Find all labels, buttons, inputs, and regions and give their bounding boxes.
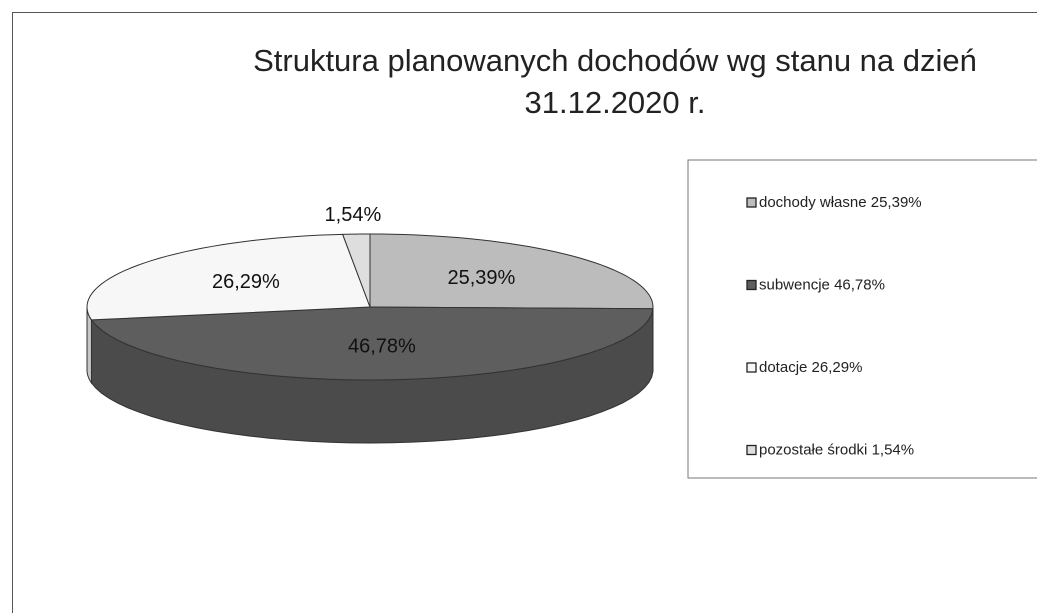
legend-swatch (747, 281, 756, 290)
data-label: 1,54% (325, 204, 382, 226)
legend-swatch (747, 363, 756, 372)
legend-name: pozostałe środki (759, 441, 867, 458)
data-label: 26,29% (212, 271, 280, 293)
legend-value: 1,54% (872, 441, 915, 458)
legend-name: dochody własne (759, 194, 867, 211)
legend-entry: subwencje 46,78% (759, 276, 885, 293)
legend-value: 26,29% (812, 359, 863, 376)
legend-entry: dochody własne 25,39% (759, 194, 922, 211)
legend-name: dotacje (759, 359, 807, 376)
legend-value: 25,39% (871, 194, 922, 211)
legend-swatch (747, 198, 756, 207)
legend-entry: dotacje 26,29% (759, 359, 862, 376)
legend-name: subwencje (759, 276, 830, 293)
data-label: 46,78% (348, 335, 416, 357)
legend-value: 46,78% (834, 276, 885, 293)
legend-swatch (747, 446, 756, 455)
legend-entry: pozostałe środki 1,54% (759, 441, 914, 458)
data-label: 25,39% (447, 267, 515, 289)
